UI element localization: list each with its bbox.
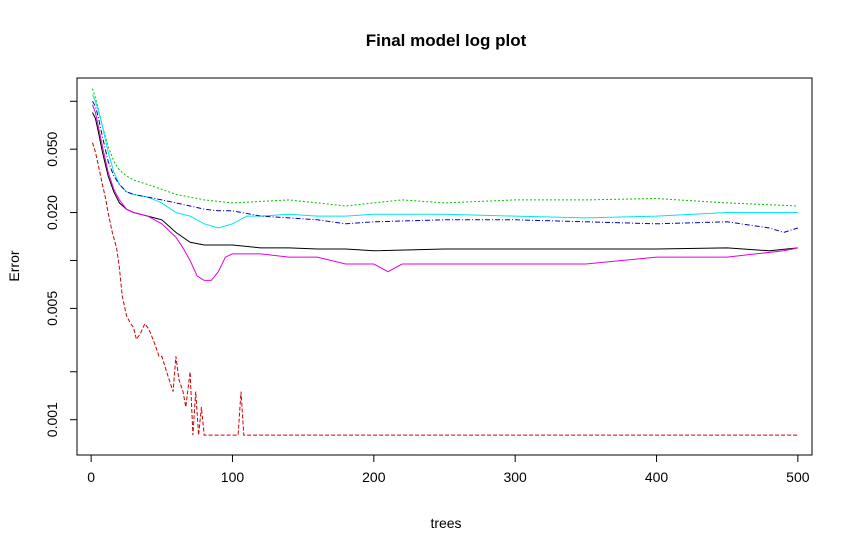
- x-tick-label: 400: [645, 469, 669, 485]
- y-tick-label: 0.005: [44, 291, 60, 326]
- x-axis-label: trees: [430, 515, 461, 531]
- series-line-3: [92, 101, 799, 233]
- series-line-6: [92, 142, 798, 436]
- y-tick-label: 0.050: [44, 131, 60, 166]
- x-axis: 0 100 200 300 400 500: [87, 454, 810, 485]
- series-line-5: [92, 104, 799, 281]
- x-tick-label: 0: [87, 469, 95, 485]
- x-tick-label: 500: [786, 469, 810, 485]
- y-tick-label: 0.001: [44, 402, 60, 437]
- chart-title: Final model log plot: [366, 31, 527, 50]
- series-line-4: [92, 112, 798, 252]
- x-tick-label: 300: [503, 469, 527, 485]
- series-layer: [92, 88, 799, 436]
- x-tick-label: 200: [362, 469, 386, 485]
- x-tick-label: 100: [221, 469, 245, 485]
- y-axis-label: Error: [6, 250, 22, 281]
- series-line-1: [92, 88, 798, 207]
- y-tick-label: 0.020: [44, 195, 60, 230]
- y-axis: 0.001 0.005 0.020 0.050: [44, 100, 78, 437]
- series-line-2: [92, 94, 798, 229]
